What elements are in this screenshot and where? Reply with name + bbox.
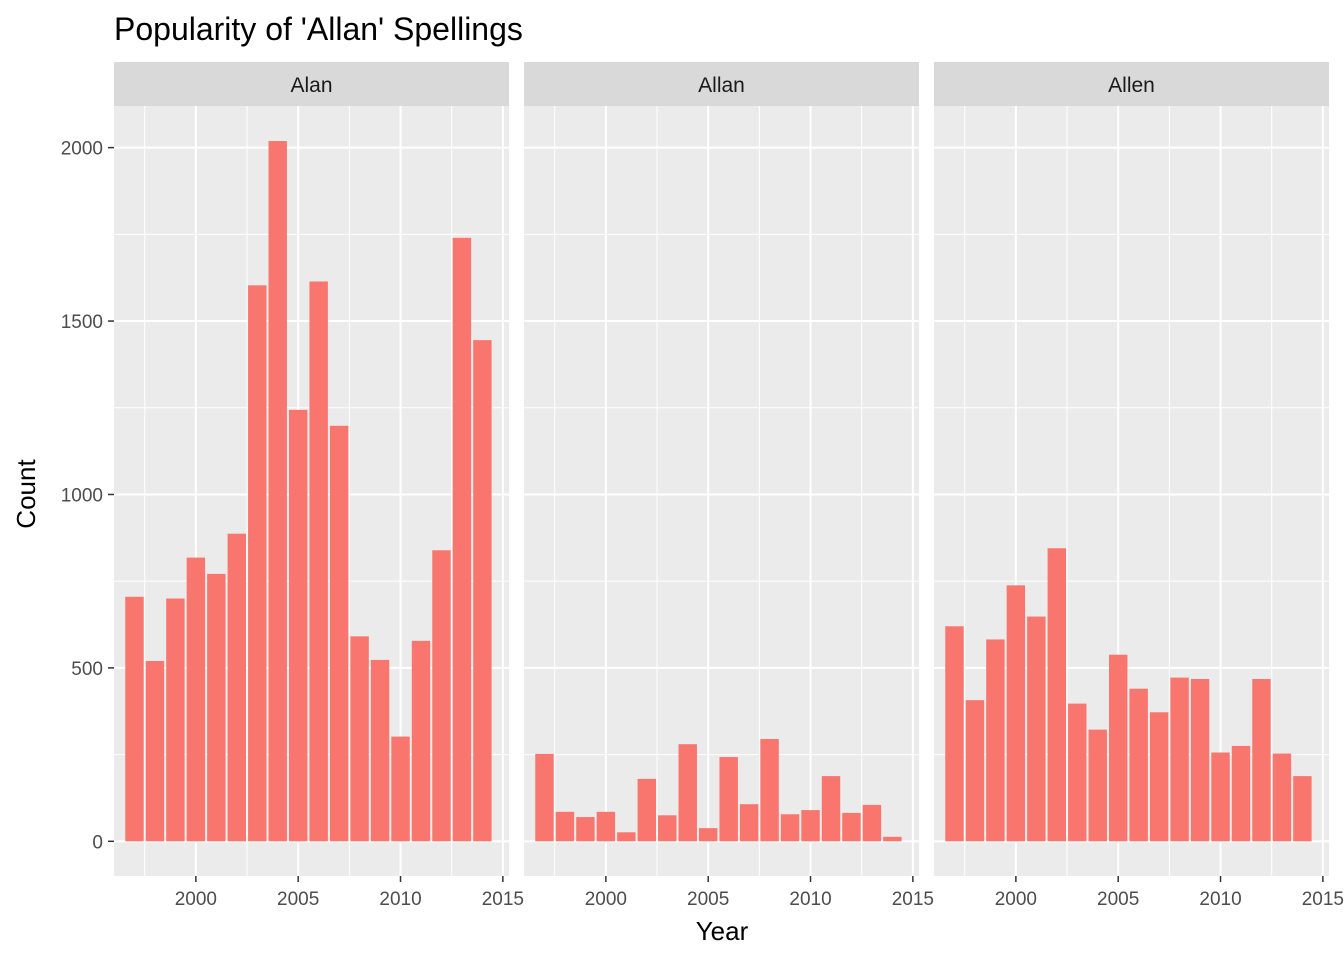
facet-strip-label: Allan — [698, 74, 745, 97]
bar-allen-1998 — [965, 700, 985, 842]
bar-allen-2002 — [1047, 548, 1067, 842]
x-axis-title: Year — [696, 916, 749, 946]
x-tick-label: 2010 — [789, 889, 831, 910]
bar-allen-2011 — [1231, 745, 1251, 842]
bar-allan-2001 — [617, 832, 636, 842]
bar-alan-2012 — [432, 550, 451, 842]
y-axis: 0 500 1000 1500 2000 — [61, 139, 114, 853]
bar-alan-2000 — [186, 557, 206, 842]
bar-allan-2008 — [760, 738, 779, 842]
bar-allen-2001 — [1027, 616, 1046, 842]
bar-alan-1997 — [125, 596, 144, 842]
bar-allen-2000 — [1006, 585, 1026, 842]
bar-allan-2014 — [883, 836, 902, 842]
bar-allan-2011 — [821, 776, 841, 842]
facet-strip — [114, 62, 509, 106]
bar-alan-2006 — [309, 281, 328, 842]
x-tick-label: 2000 — [995, 889, 1037, 910]
facet-strip-label: Alan — [290, 74, 332, 97]
bar-alan-1999 — [166, 598, 185, 842]
bar-alan-2004 — [268, 141, 287, 842]
y-tick-label: 1000 — [61, 485, 103, 506]
facet-panels: Alan 2000 2005 2010 2015 Allan 2000 2005 2010 201… — [114, 62, 1344, 910]
x-tick-label: 2010 — [379, 889, 421, 910]
bar-allan-2009 — [780, 814, 800, 842]
bar-alan-2013 — [452, 237, 472, 842]
facet-strip-label: Allen — [1108, 74, 1155, 97]
bar-alan-2008 — [350, 636, 369, 842]
bar-allan-2000 — [596, 811, 616, 842]
bar-allan-2005 — [698, 828, 718, 842]
bar-alan-2010 — [391, 736, 410, 842]
bar-allan-2010 — [801, 810, 820, 842]
bar-allen-2005 — [1108, 654, 1128, 842]
bar-allen-1997 — [945, 626, 964, 842]
facet-panel-allen: Allen 2000 2005 2010 2015 — [934, 62, 1344, 910]
bar-allen-2004 — [1088, 729, 1107, 842]
bar-allan-2004 — [678, 744, 697, 842]
bar-alan-2014 — [473, 340, 492, 842]
x-tick-label: 2015 — [1302, 889, 1344, 910]
y-tick-label: 1500 — [61, 312, 103, 333]
bar-alan-2002 — [227, 533, 247, 842]
y-tick-label: 500 — [71, 659, 103, 680]
x-tick-label: 2015 — [482, 889, 524, 910]
bar-alan-2001 — [207, 573, 226, 842]
bar-allan-1998 — [555, 811, 575, 842]
bar-allan-2007 — [739, 804, 759, 842]
facet-strip — [524, 62, 919, 106]
x-tick-label: 2000 — [585, 889, 627, 910]
bar-allan-1997 — [535, 753, 554, 842]
bar-allan-2013 — [862, 804, 882, 842]
bar-allan-2003 — [658, 815, 677, 842]
bar-allen-2007 — [1149, 712, 1169, 842]
chart-title: Popularity of 'Allan' Spellings — [114, 11, 523, 47]
facet-panel-alan: Alan 2000 2005 2010 2015 — [114, 62, 524, 910]
bar-alan-2007 — [329, 425, 349, 842]
x-tick-label: 2005 — [687, 889, 729, 910]
x-tick-label: 2000 — [175, 889, 217, 910]
bar-alan-1998 — [145, 660, 165, 842]
x-tick-label: 2010 — [1199, 889, 1241, 910]
bar-allen-1999 — [986, 639, 1005, 842]
bar-allen-2006 — [1129, 688, 1148, 842]
bar-allen-2012 — [1252, 678, 1271, 842]
bar-allan-2012 — [842, 812, 861, 842]
bar-alan-2003 — [248, 285, 267, 842]
y-tick-label: 2000 — [61, 139, 103, 160]
x-tick-label: 2005 — [277, 889, 319, 910]
bar-allen-2008 — [1170, 677, 1189, 842]
x-tick-label: 2005 — [1097, 889, 1139, 910]
bar-allan-2002 — [637, 778, 657, 842]
facet-strip — [934, 62, 1329, 106]
bar-allan-1999 — [576, 817, 595, 842]
y-tick-label: 0 — [92, 832, 103, 853]
bar-alan-2011 — [411, 640, 431, 842]
bar-allen-2003 — [1068, 703, 1087, 842]
x-tick-label: 2015 — [892, 889, 934, 910]
bar-allen-2009 — [1190, 678, 1210, 842]
bar-alan-2009 — [370, 659, 390, 842]
bar-allen-2010 — [1211, 752, 1230, 842]
facet-panel-allan: Allan 2000 2005 2010 2015 — [524, 62, 934, 910]
bar-allan-2006 — [719, 757, 738, 842]
bar-allen-2014 — [1293, 776, 1312, 842]
y-axis-title: Count — [11, 459, 41, 529]
bar-alan-2005 — [288, 409, 308, 842]
bar-allen-2013 — [1272, 753, 1292, 842]
